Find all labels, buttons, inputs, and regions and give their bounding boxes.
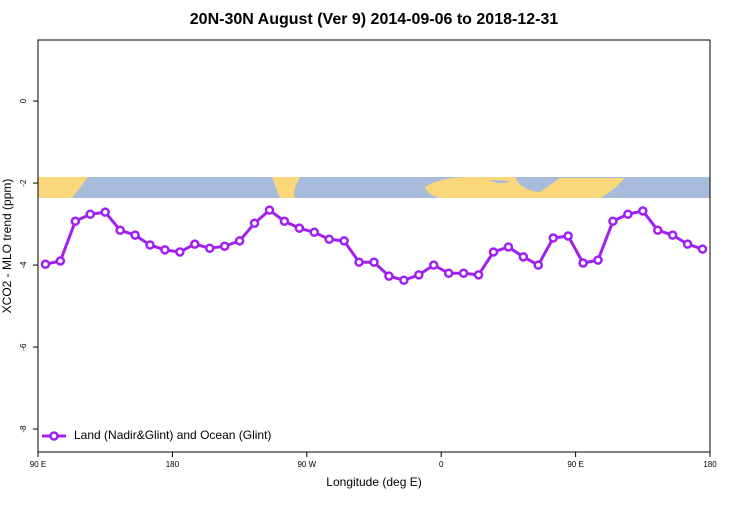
data-point <box>623 209 633 219</box>
data-point <box>324 234 334 244</box>
data-point <box>85 209 96 219</box>
data-point <box>428 260 439 270</box>
data-point <box>354 257 364 267</box>
legend-label: Land (Nadir&Glint) and Ocean (Glint) <box>74 428 271 442</box>
x-tick-label: 180 <box>166 460 180 469</box>
data-point <box>234 236 245 246</box>
y-tick-label: -2 <box>19 179 28 187</box>
y-tick-label: -4 <box>19 261 28 269</box>
data-point <box>100 207 110 217</box>
data-point <box>130 230 140 240</box>
x-tick-label: 0 <box>439 460 444 469</box>
data-point <box>175 247 185 257</box>
data-point <box>578 258 588 268</box>
x-tick-label: 90 E <box>567 460 583 469</box>
data-point <box>294 223 305 233</box>
chart-title: 20N-30N August (Ver 9) 2014-09-06 to 201… <box>190 11 559 28</box>
data-point <box>249 218 260 228</box>
data-point <box>369 257 379 267</box>
data-point <box>339 236 349 246</box>
data-point <box>682 239 693 249</box>
data-point <box>548 233 558 243</box>
legend-marker <box>49 431 59 441</box>
data-point <box>115 225 125 235</box>
x-tick-label: 90 E <box>30 460 46 469</box>
data-point <box>264 205 275 215</box>
y-tick-label: -6 <box>19 343 28 351</box>
data-point <box>563 231 573 241</box>
data-point <box>55 256 66 266</box>
data-point <box>608 216 618 226</box>
x-axis-label: Longitude (deg E) <box>326 475 421 489</box>
data-point <box>697 244 708 254</box>
y-axis-label: XCO2 - MLO trend (ppm) <box>0 179 14 314</box>
data-point <box>204 243 215 254</box>
data-point <box>443 268 454 279</box>
x-tick-label: 90 W <box>297 460 316 469</box>
map-band <box>38 177 710 198</box>
data-point <box>309 227 320 238</box>
data-point <box>638 206 648 216</box>
data-point <box>473 270 484 280</box>
data-point <box>593 255 603 265</box>
data-point <box>399 275 409 285</box>
data-point <box>145 240 155 250</box>
data-point <box>414 270 424 280</box>
data-point <box>533 260 544 270</box>
y-tick-label: 0 <box>19 98 28 103</box>
data-point <box>40 259 51 269</box>
data-point <box>667 230 678 240</box>
data-point <box>190 239 200 249</box>
data-point <box>160 245 170 255</box>
series-line <box>45 208 704 282</box>
data-point <box>219 241 230 251</box>
x-tick-label: 180 <box>703 460 717 469</box>
y-tick-label: -8 <box>19 425 28 433</box>
data-point <box>652 225 663 235</box>
data-point <box>384 271 394 281</box>
data-point <box>518 252 529 262</box>
data-point <box>458 268 469 279</box>
plot-frame <box>37 39 711 453</box>
data-point <box>503 242 514 252</box>
data-point <box>279 216 290 226</box>
data-point <box>488 247 499 257</box>
data-point <box>70 216 81 226</box>
